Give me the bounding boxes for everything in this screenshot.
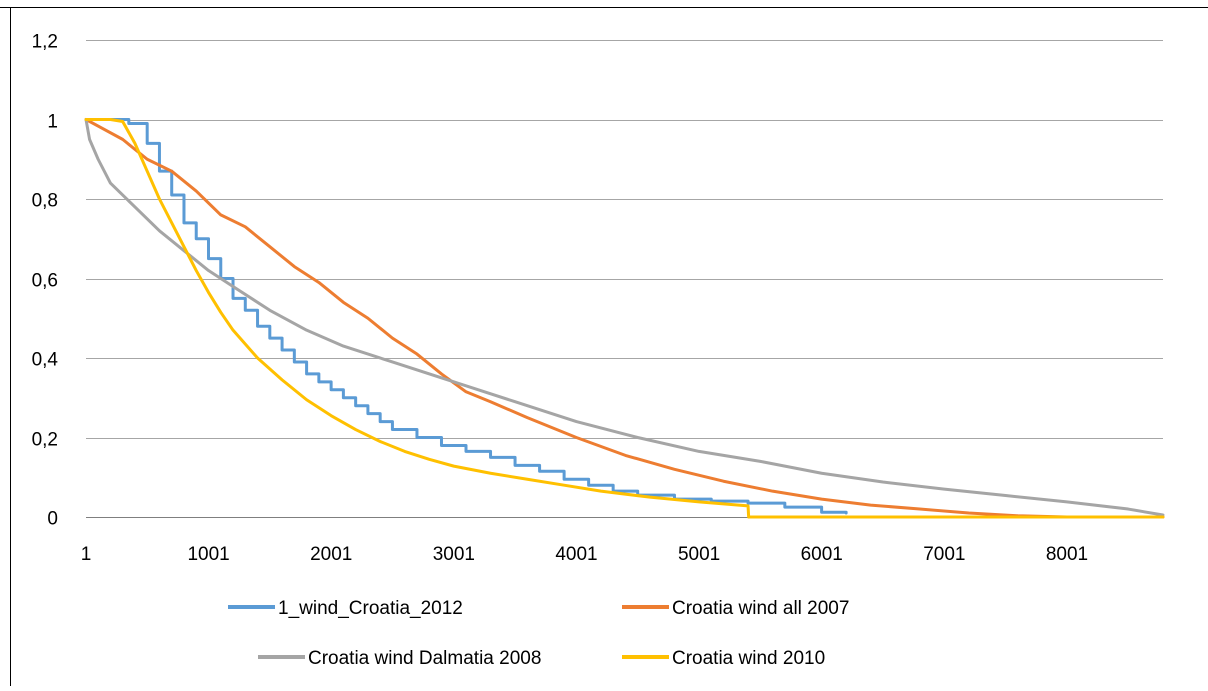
y-tick-label: 1 (47, 112, 58, 133)
x-tick-label: 7001 (923, 544, 965, 565)
x-tick-label: 2001 (310, 544, 352, 565)
series-lines (84, 118, 1165, 519)
legend-label: Croatia wind Dalmatia 2008 (308, 648, 541, 669)
x-axis-ticks: 1 1001 2001 3001 4001 5001 6001 7001 8001 (81, 544, 1088, 565)
series-line-3 (84, 118, 1165, 517)
x-tick-label: 1 (81, 544, 92, 565)
y-tick-label: 0,4 (32, 350, 59, 371)
y-tick-label: 0,2 (32, 430, 58, 451)
x-tick-label: 5001 (678, 544, 720, 565)
y-axis-ticks: 0 0,2 0,4 0,6 0,8 1 1,2 (32, 32, 59, 530)
grid-lines (86, 40, 1163, 518)
x-tick-label: 8001 (1046, 544, 1088, 565)
legend-label: Croatia wind 2010 (672, 648, 825, 669)
x-tick-label: 1001 (187, 544, 229, 565)
series-line-4 (84, 118, 1165, 519)
x-tick-label: 4001 (555, 544, 597, 565)
x-tick-label: 6001 (801, 544, 843, 565)
legend-label: 1_wind_Croatia_2012 (278, 598, 463, 619)
x-tick-label: 3001 (433, 544, 475, 565)
y-tick-label: 0,6 (32, 271, 58, 292)
y-tick-label: 0,8 (32, 191, 58, 212)
legend: 1_wind_Croatia_2012 Croatia wind all 2007… (228, 598, 849, 669)
legend-label: Croatia wind all 2007 (672, 598, 849, 619)
series-line-2 (84, 118, 1165, 519)
series-line-1 (84, 118, 848, 515)
y-tick-label: 0 (47, 509, 58, 530)
y-tick-label: 1,2 (32, 32, 58, 53)
